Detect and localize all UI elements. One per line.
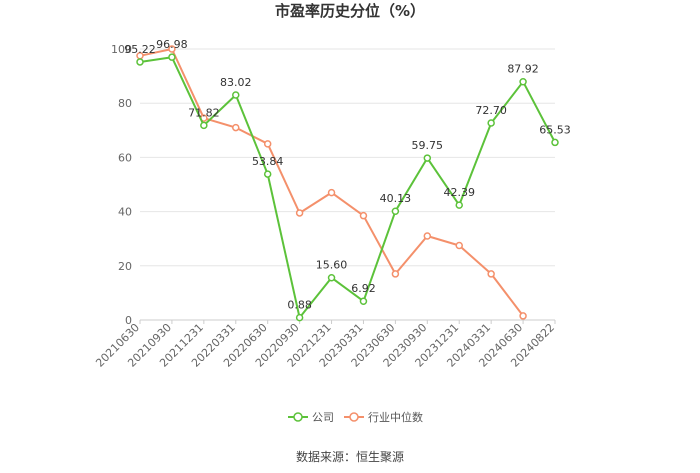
data-point-industry-median[interactable] (168, 45, 176, 53)
legend-item-company[interactable]: 公司 (288, 411, 334, 424)
data-point-industry-median[interactable] (295, 209, 304, 217)
y-axis-ticks: 0 20 40 60 80 100 (111, 43, 132, 327)
y-tick-label: 20 (118, 260, 132, 273)
data-label: 72.70 (475, 104, 507, 117)
data-label: 95.22 (124, 43, 156, 56)
data-point-industry-median[interactable] (487, 270, 495, 278)
data-point-company[interactable] (487, 119, 495, 127)
data-label: 6.92 (351, 282, 376, 295)
data-label: 96.98 (156, 38, 188, 51)
gridlines (140, 48, 555, 321)
y-tick-label: 80 (118, 97, 132, 110)
data-point-company[interactable] (391, 207, 400, 215)
y-tick-label: 60 (118, 151, 132, 164)
data-point-industry-median[interactable] (263, 140, 272, 148)
y-tick-label: 0 (125, 314, 132, 327)
data-point-industry-median[interactable] (455, 241, 463, 250)
data-label: 42.39 (443, 186, 475, 199)
data-point-company[interactable] (327, 273, 336, 282)
data-point-industry-median[interactable] (391, 270, 400, 278)
data-point-company[interactable] (359, 297, 368, 305)
data-point-company[interactable] (519, 77, 527, 86)
data-label: 65.53 (539, 123, 571, 136)
data-label: 59.75 (412, 139, 444, 152)
data-point-industry-median[interactable] (327, 188, 336, 197)
legend-marker (349, 412, 359, 422)
data-label: 71.82 (188, 106, 220, 119)
x-axis-ticks: 2021063020210930202112312022033120220630… (93, 320, 557, 370)
series-line-company (139, 56, 556, 319)
series-group (136, 45, 559, 322)
y-tick-label: 40 (118, 206, 132, 219)
legend-label: 公司 (312, 411, 334, 424)
data-point-company[interactable] (295, 313, 304, 322)
data-point-company[interactable] (263, 170, 272, 178)
legend-marker (293, 412, 303, 422)
legend[interactable]: 公司 行业中位数 (288, 410, 423, 424)
data-point-industry-median[interactable] (519, 312, 527, 320)
data-point-industry-median[interactable] (232, 123, 240, 132)
data-label: 53.84 (252, 155, 284, 168)
data-point-company[interactable] (168, 53, 176, 61)
data-label: 0.88 (287, 299, 312, 312)
data-point-company[interactable] (232, 91, 240, 99)
data-point-company[interactable] (551, 138, 559, 147)
chart-title: 市盈率历史分位（%） (275, 2, 425, 20)
data-point-company[interactable] (455, 201, 463, 209)
data-labels: 95.22 96.98 71.82 83.02 53.84 0.88 15.606.92 40… (124, 38, 571, 311)
legend-label: 行业中位数 (368, 410, 423, 424)
data-point-company[interactable] (200, 121, 208, 130)
data-label: 83.02 (220, 76, 252, 89)
data-point-company[interactable] (423, 154, 432, 162)
y-tick-label: 100 (111, 43, 132, 56)
data-label: 15.60 (316, 259, 348, 272)
data-point-industry-median[interactable] (423, 232, 432, 240)
source-note: 数据来源：恒生聚源 (296, 449, 404, 464)
data-label: 40.13 (380, 192, 412, 205)
data-point-company[interactable] (136, 58, 144, 66)
legend-item-industry-median[interactable]: 行业中位数 (344, 410, 423, 424)
data-point-industry-median[interactable] (359, 211, 368, 220)
data-label: 87.92 (507, 63, 539, 76)
